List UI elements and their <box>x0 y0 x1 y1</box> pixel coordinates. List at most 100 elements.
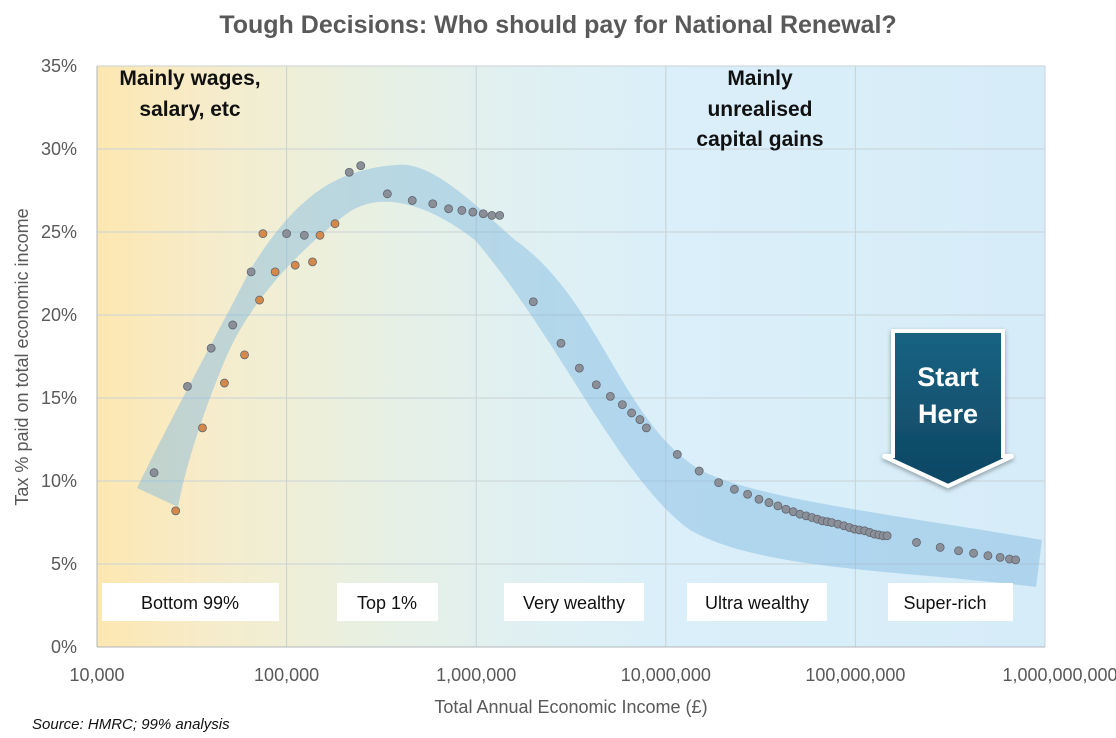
data-point-other <box>495 210 505 220</box>
y-tick-label: 0% <box>51 637 77 657</box>
x-tick-label: 1,000,000 <box>436 665 516 685</box>
x-tick-label: 10,000,000 <box>621 665 711 685</box>
data-point-other <box>969 548 978 558</box>
band-box-top-1 <box>337 583 438 621</box>
y-tick-label: 25% <box>41 222 77 242</box>
data-point-other <box>299 230 309 240</box>
data-point-bottom-99 <box>315 230 325 240</box>
data-point-bottom-99 <box>255 295 264 305</box>
data-point-bottom-99 <box>198 423 207 433</box>
right-heading-line-2: unrealised <box>707 98 812 121</box>
data-point-bottom-99 <box>270 267 280 277</box>
left-heading-line-1: Mainly wages, <box>119 67 260 90</box>
data-point-other <box>487 210 497 220</box>
data-point-other <box>635 415 645 424</box>
data-point-bottom-99 <box>220 378 229 388</box>
data-point-other <box>149 468 159 478</box>
data-point-other <box>246 267 256 277</box>
band-label-top-1: Top 1% <box>357 593 417 613</box>
right-heading-line-1: Mainly <box>727 67 793 90</box>
data-point-other <box>382 189 392 199</box>
data-point-other <box>344 167 354 177</box>
data-point-other <box>444 204 453 214</box>
band-label-super-rich: Super-rich <box>903 593 986 613</box>
y-axis-label: Tax % paid on total economic income <box>12 208 32 505</box>
right-heading-line-3: capital gains <box>696 128 823 151</box>
grid-lines <box>97 65 1046 647</box>
chart-title: Tough Decisions: Who should pay for Nati… <box>219 11 896 39</box>
axes: 0% 5% 10% 15% 20% 25% 30% 35% 10,000 100,000 1,000… <box>41 56 1116 685</box>
data-point-other <box>954 546 963 556</box>
data-point-other <box>627 408 636 418</box>
x-tick-label: 10,000 <box>69 665 124 685</box>
data-point-other <box>574 363 584 373</box>
data-point-other <box>356 161 366 171</box>
data-point-other <box>556 338 566 348</box>
data-point-bottom-99 <box>171 506 181 516</box>
data-point-other <box>912 538 921 547</box>
data-point-other <box>935 543 945 552</box>
y-tick-label: 10% <box>41 471 77 491</box>
data-point-bottom-99 <box>240 350 249 360</box>
data-point-other <box>591 380 601 390</box>
data-point-other <box>1011 555 1021 565</box>
start-here-line-1: Start <box>917 362 979 392</box>
data-point-other <box>995 552 1005 562</box>
annotation-left-heading: Mainly wages, salary, etc <box>119 67 260 121</box>
data-point-other <box>528 297 538 307</box>
data-point-other <box>773 501 783 511</box>
x-axis-label: Total Annual Economic Income (£) <box>434 697 707 717</box>
data-point-other <box>714 478 724 488</box>
trend-band <box>137 164 1042 588</box>
left-heading-line-2: salary, etc <box>139 98 241 121</box>
x-tick-label: 100,000,000 <box>805 665 905 685</box>
y-tick-label: 30% <box>41 139 77 159</box>
x-tick-label: 1,000,000,000 <box>1002 665 1116 685</box>
data-point-other <box>694 466 704 476</box>
down-arrow-icon <box>882 329 1014 489</box>
y-tick-label: 15% <box>41 388 77 408</box>
data-point-other <box>228 320 238 330</box>
data-point-other <box>206 343 216 353</box>
data-point-bottom-99 <box>330 219 340 229</box>
band-box-super-rich <box>888 583 1013 621</box>
data-point-bottom-99 <box>290 260 300 270</box>
band-label-very-wealthy: Very wealthy <box>523 593 625 613</box>
data-point-other <box>882 531 892 541</box>
annotation-right-heading: Mainly unrealised capital gains <box>696 67 823 151</box>
data-point-other <box>407 196 417 205</box>
band-box-very-wealthy <box>504 583 644 621</box>
data-point-other <box>617 400 627 410</box>
data-point-other <box>457 206 467 215</box>
data-point-other <box>478 209 488 219</box>
data-point-other <box>983 551 993 561</box>
data-points <box>149 161 1021 565</box>
data-point-other <box>282 229 292 239</box>
data-point-other <box>428 199 438 209</box>
data-point-other <box>754 494 764 504</box>
data-point-bottom-99 <box>308 257 317 267</box>
data-point-other <box>672 450 682 459</box>
y-tick-label: 5% <box>51 554 77 574</box>
data-point-other <box>605 391 615 401</box>
start-here-callout: Start Here <box>882 329 1014 489</box>
data-point-other <box>183 381 192 391</box>
data-point-other <box>468 207 478 217</box>
data-point-other <box>781 504 791 514</box>
data-point-bottom-99 <box>258 229 268 239</box>
x-tick-label: 100,000 <box>254 665 319 685</box>
data-point-other <box>743 489 752 499</box>
plot-background <box>97 66 1045 647</box>
y-tick-label: 35% <box>41 56 77 76</box>
data-point-other <box>641 423 651 433</box>
band-label-ultra-wealthy: Ultra wealthy <box>705 593 809 613</box>
data-point-other <box>729 484 739 494</box>
start-here-line-2: Here <box>918 399 978 429</box>
band-label-bottom-99: Bottom 99% <box>141 593 239 613</box>
y-tick-label: 20% <box>41 305 77 325</box>
source-note: Source: HMRC; 99% analysis <box>32 716 230 733</box>
band-box-bottom-99 <box>102 583 279 621</box>
data-point-other <box>764 498 774 507</box>
band-box-ultra-wealthy <box>687 583 827 621</box>
